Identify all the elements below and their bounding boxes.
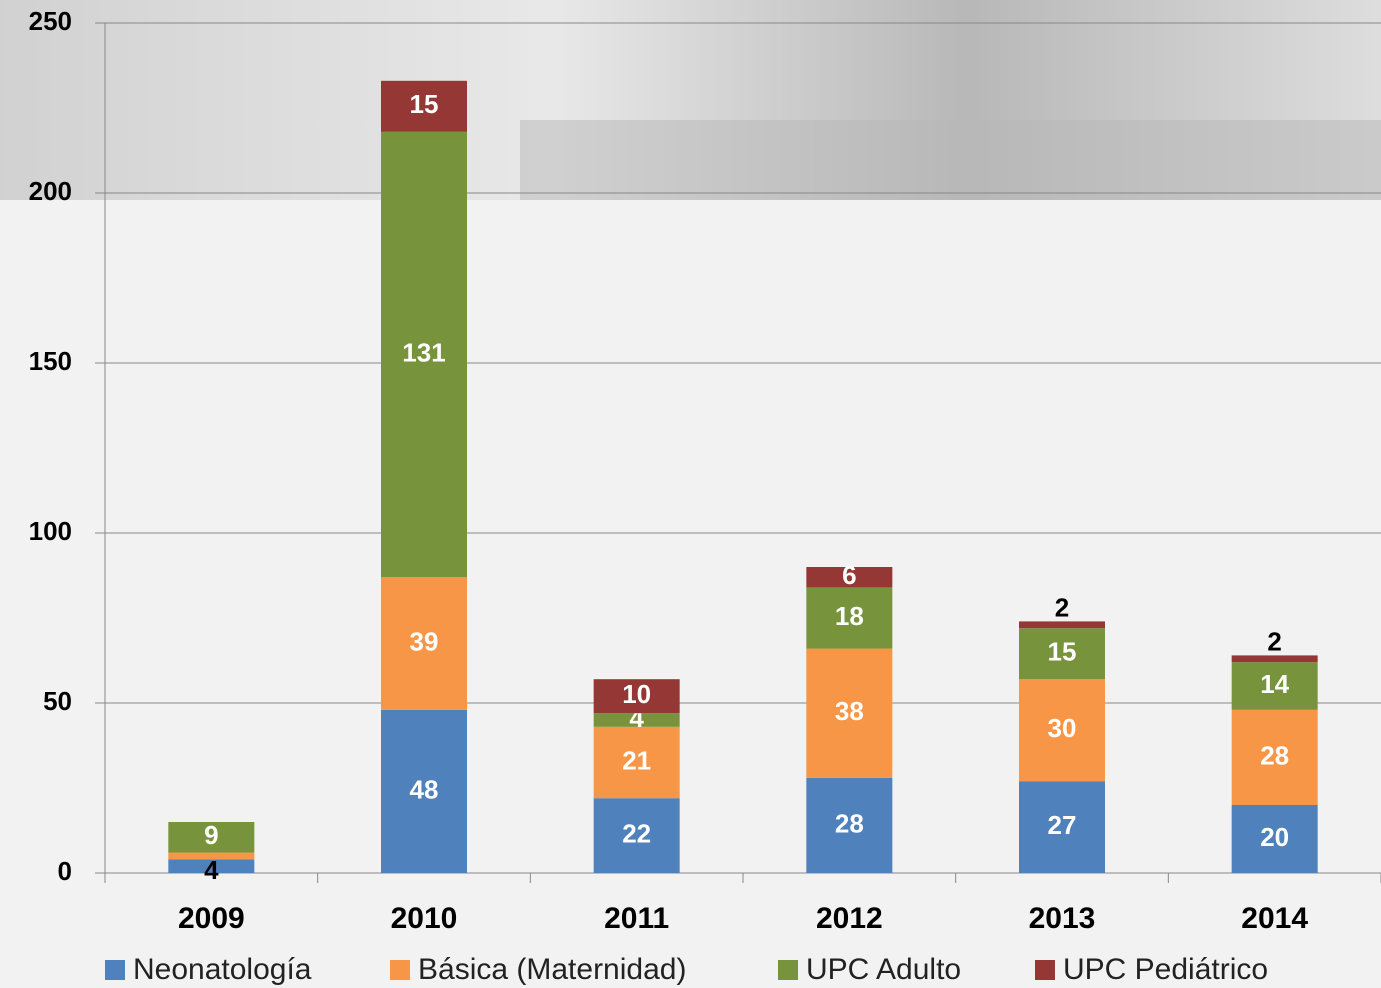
data-label: 2 <box>1267 626 1281 656</box>
data-label: 27 <box>1048 810 1077 840</box>
bar-segment <box>1019 621 1105 629</box>
bar-segment <box>381 709 467 873</box>
x-tick-label: 2012 <box>816 902 883 935</box>
y-tick-label: 0 <box>58 856 72 886</box>
data-label: 4 <box>204 855 219 885</box>
bar-segment <box>806 567 893 588</box>
legend-label: UPC Pediátrico <box>1063 953 1268 986</box>
y-tick-label: 100 <box>29 516 72 546</box>
legend-label: Neonatología <box>133 953 312 986</box>
y-tick-label: 50 <box>43 686 72 716</box>
legend-swatch <box>1035 960 1055 980</box>
data-label: 6 <box>842 560 856 590</box>
x-tick-label: 2011 <box>604 902 669 935</box>
y-tick-label: 150 <box>29 346 72 376</box>
legend-swatch <box>778 960 798 980</box>
bar-segment <box>593 713 680 727</box>
bar-segment <box>1019 628 1105 680</box>
bar-segment <box>593 679 680 714</box>
bar-segment <box>381 80 467 132</box>
data-label: 2 <box>1055 592 1069 622</box>
bar-segment <box>168 852 255 860</box>
legend-label: Básica (Maternidad) <box>418 953 686 986</box>
bar-segment <box>168 859 255 873</box>
data-label: 28 <box>835 808 864 838</box>
bar-segment <box>593 798 680 873</box>
bar-segment <box>593 726 680 799</box>
bar-segment <box>806 587 893 649</box>
data-label: 10 <box>622 679 651 709</box>
x-tick-label: 2009 <box>178 902 245 935</box>
data-label: 30 <box>1048 713 1077 743</box>
x-tick-label: 2014 <box>1241 902 1308 935</box>
legend-swatch <box>390 960 410 980</box>
y-tick-label: 250 <box>29 6 72 36</box>
bar-segment <box>168 822 255 853</box>
bar-segment <box>1231 709 1318 805</box>
data-label: 48 <box>410 774 439 804</box>
x-tick-label: 2013 <box>1029 902 1096 935</box>
y-tick-label: 200 <box>29 176 72 206</box>
data-label: 131 <box>402 337 445 367</box>
photo-bed <box>520 120 1381 200</box>
data-label: 18 <box>835 601 864 631</box>
bar-segment <box>1231 655 1318 663</box>
bar-segment <box>1019 781 1105 873</box>
bar-segment <box>806 648 893 778</box>
data-label: 22 <box>622 818 651 848</box>
data-label: 15 <box>1048 637 1077 667</box>
bar-segment <box>381 577 467 710</box>
data-label: 28 <box>1260 740 1289 770</box>
bar-segment <box>806 777 893 873</box>
data-label: 9 <box>204 820 218 850</box>
bar-segment <box>381 131 467 578</box>
data-label: 38 <box>835 696 864 726</box>
bar-segment <box>1231 805 1318 873</box>
bar-segment <box>1019 679 1105 782</box>
legend-label: UPC Adulto <box>806 953 961 986</box>
data-label: 20 <box>1260 822 1289 852</box>
data-label: 21 <box>622 745 651 775</box>
data-label: 14 <box>1260 669 1289 699</box>
legend-swatch <box>105 960 125 980</box>
data-label: 15 <box>410 89 439 119</box>
data-label: 39 <box>410 626 439 656</box>
x-tick-label: 2010 <box>391 902 458 935</box>
bar-segment <box>1231 662 1318 710</box>
